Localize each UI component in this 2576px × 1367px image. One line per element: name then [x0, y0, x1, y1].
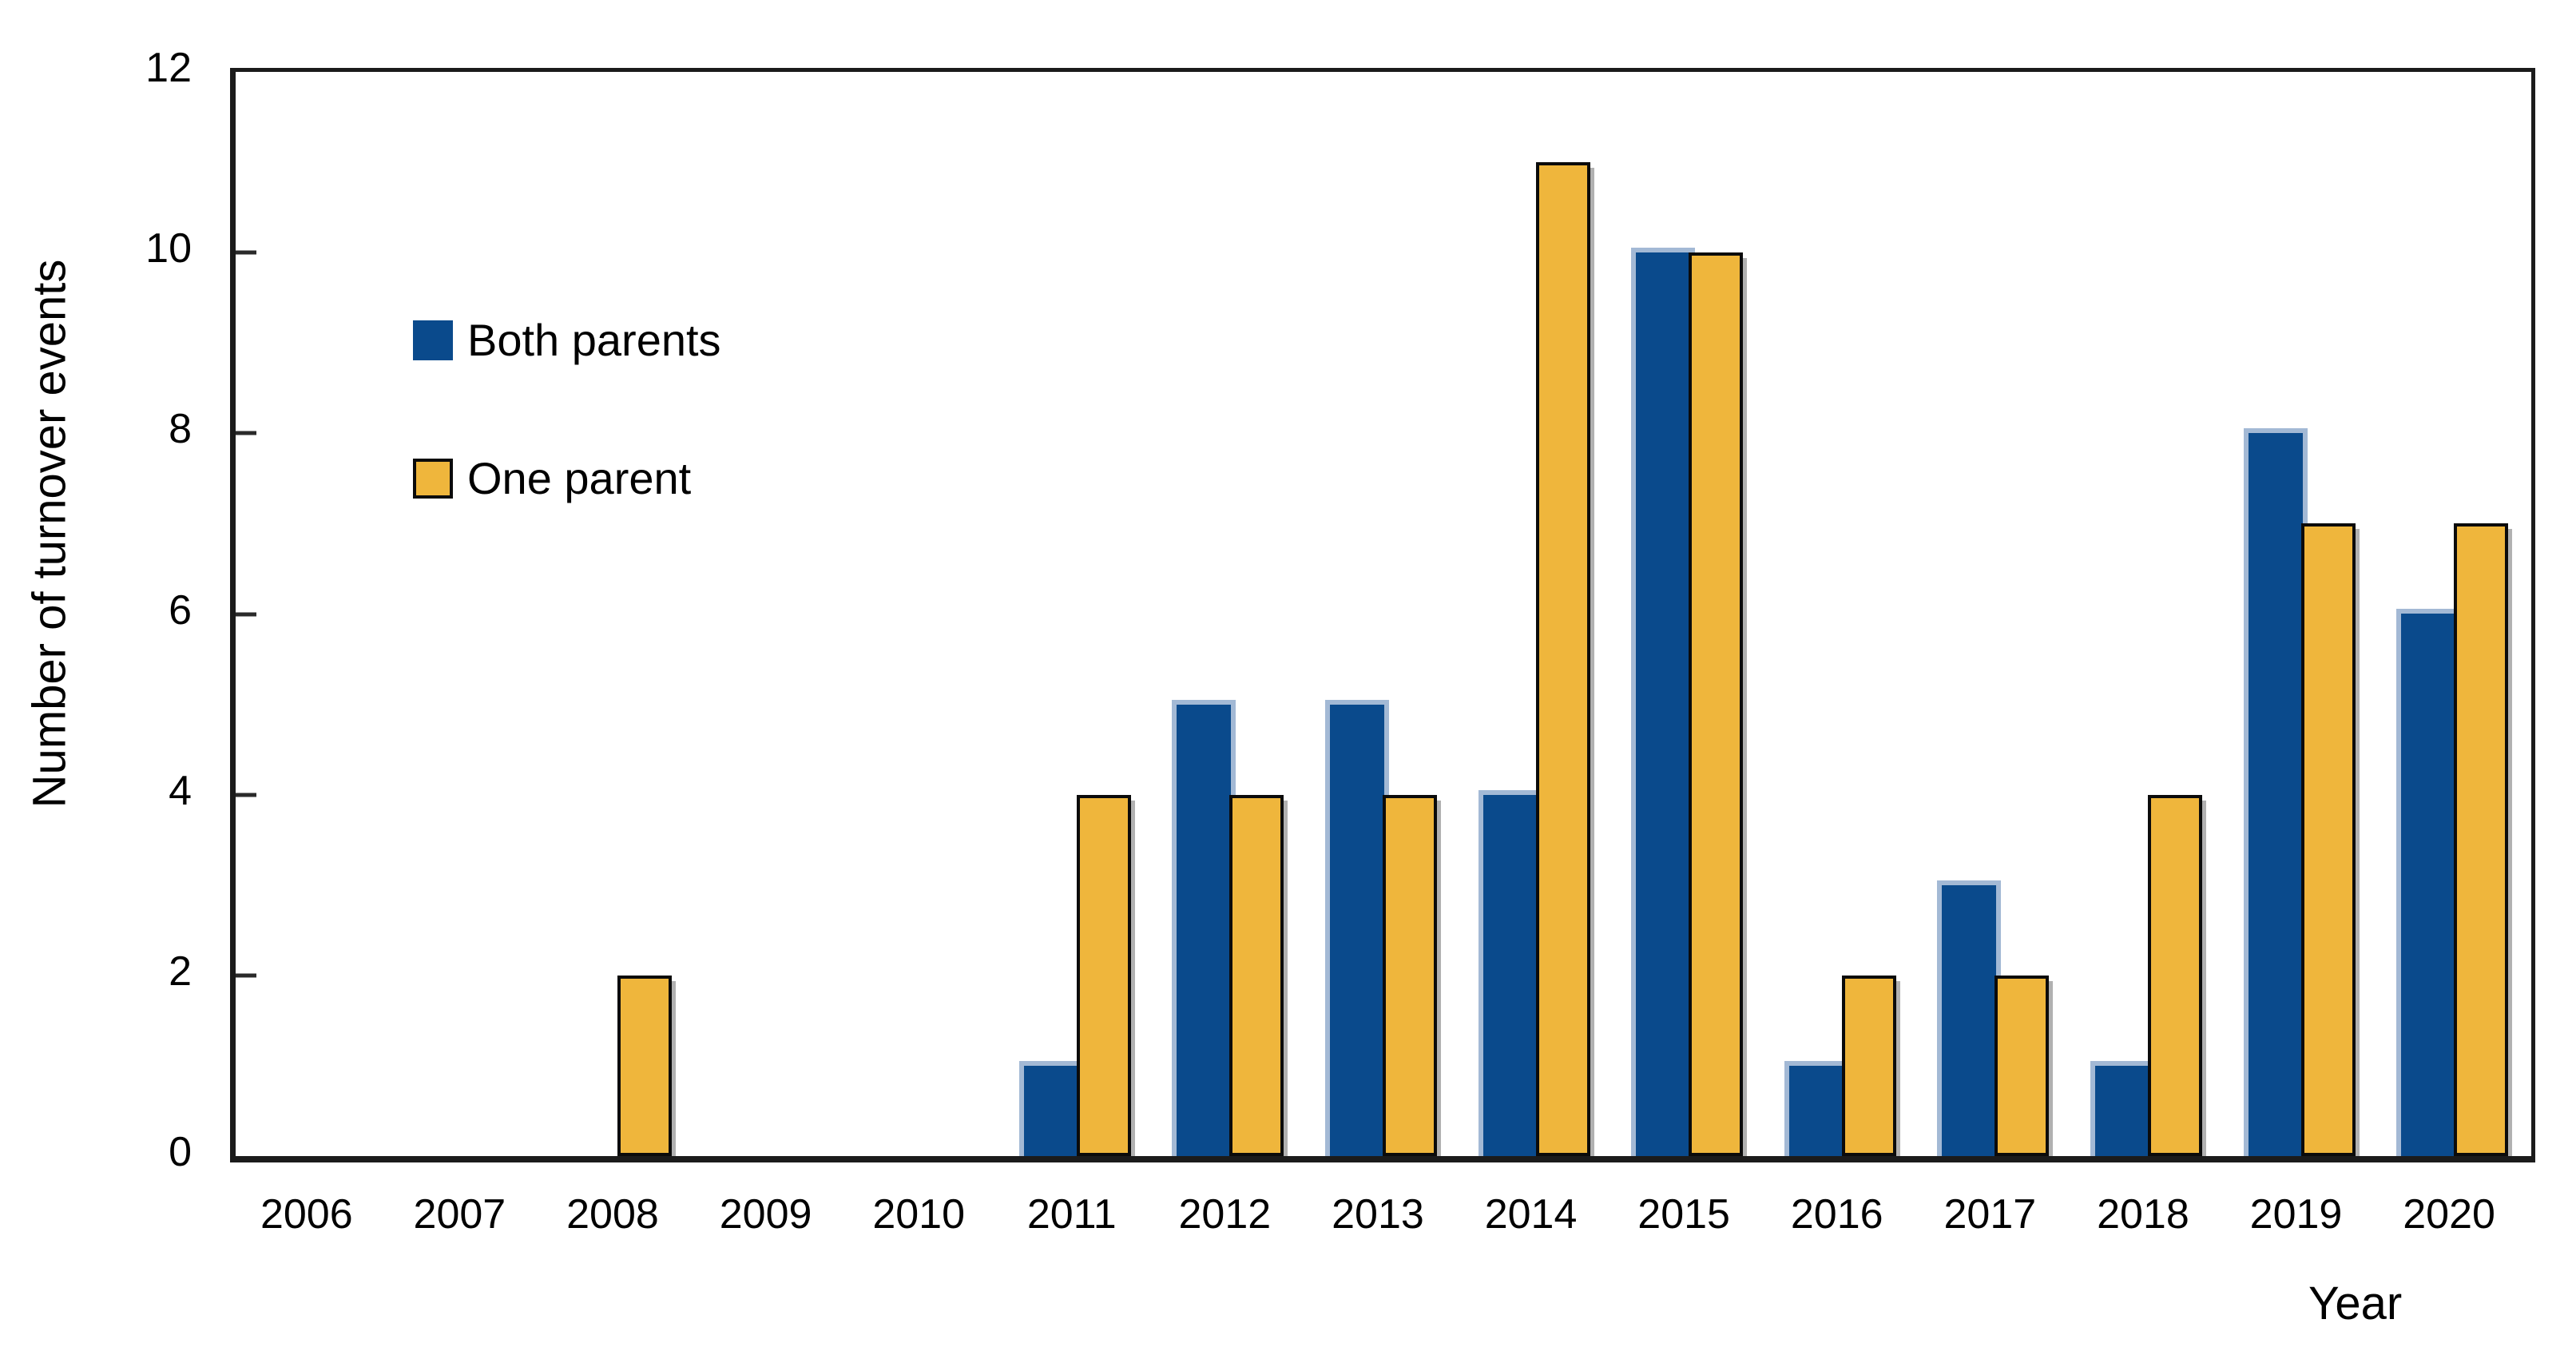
bar-group-2008	[542, 72, 695, 1156]
bar-group-2012	[1154, 72, 1308, 1156]
bar-group-2007	[389, 72, 542, 1156]
bar-group-2017	[1919, 72, 2073, 1156]
bar-group-2010	[847, 72, 1001, 1156]
y-tick-mark-4	[236, 793, 256, 797]
legend-label-one-parent: One parent	[467, 453, 692, 503]
y-tick-label-12: 12	[145, 45, 192, 91]
y-tick-mark-8	[236, 431, 256, 435]
x-tick-label-2009: 2009	[719, 1191, 812, 1238]
y-tick-label-8: 8	[169, 406, 192, 453]
legend-swatch-one-parent	[413, 459, 453, 499]
bar-one-parent-2012	[1229, 795, 1284, 1156]
x-axis-title: Year	[2308, 1278, 2403, 1329]
x-tick-label-2020: 2020	[2403, 1191, 2495, 1238]
y-tick-label-10: 10	[145, 225, 192, 272]
bar-one-parent-2019	[2300, 523, 2356, 1156]
bar-one-parent-2011	[1076, 795, 1131, 1156]
bar-group-2016	[1766, 72, 1919, 1156]
bar-both-parents-2020	[2401, 614, 2456, 1156]
bar-both-parents-2018	[2094, 1066, 2149, 1156]
bar-both-parents-2015	[1636, 252, 1691, 1156]
bar-group-2009	[695, 72, 848, 1156]
bar-both-parents-2017	[1942, 885, 1997, 1156]
x-tick-label-2007: 2007	[413, 1191, 506, 1238]
legend-label-both-parents: Both parents	[467, 315, 721, 365]
y-tick-mark-2	[236, 973, 256, 978]
bar-one-parent-2014	[1535, 162, 1590, 1156]
x-tick-label-2006: 2006	[260, 1191, 353, 1238]
bar-group-2018	[2072, 72, 2225, 1156]
bar-one-parent-2018	[2147, 795, 2202, 1156]
y-tick-label-2: 2	[169, 948, 192, 995]
bar-one-parent-2016	[1841, 976, 1896, 1156]
x-tick-label-2012: 2012	[1178, 1191, 1272, 1238]
y-tick-mark-10	[236, 250, 256, 255]
x-tick-label-2015: 2015	[1637, 1191, 1730, 1238]
bar-both-parents-2016	[1788, 1066, 1844, 1156]
y-tick-label-4: 4	[169, 767, 192, 814]
y-tick-label-6: 6	[169, 586, 192, 634]
x-tick-label-2013: 2013	[1332, 1191, 1424, 1238]
bar-both-parents-2013	[1329, 705, 1384, 1156]
bar-group-2011	[1001, 72, 1154, 1156]
x-tick-label-2019: 2019	[2249, 1191, 2343, 1238]
bar-both-parents-2019	[2248, 433, 2303, 1156]
bars-container	[236, 72, 2531, 1156]
legend-item-both-parents: Both parents	[413, 318, 721, 363]
x-tick-label-2011: 2011	[1026, 1191, 1117, 1238]
x-axis-line	[230, 1156, 2535, 1162]
x-tick-label-2008: 2008	[566, 1191, 659, 1238]
x-tick-label-2017: 2017	[1943, 1191, 2037, 1238]
bar-group-2020	[2378, 72, 2531, 1156]
bar-group-2019	[2225, 72, 2379, 1156]
bar-one-parent-2017	[1995, 976, 2050, 1156]
bar-group-2015	[1613, 72, 1766, 1156]
bar-group-2006	[236, 72, 389, 1156]
bar-both-parents-2011	[1023, 1066, 1078, 1156]
bar-one-parent-2008	[617, 976, 672, 1156]
legend-swatch-both-parents	[413, 320, 453, 360]
y-axis-title: Number of turnover events	[23, 259, 76, 809]
plot-area: Both parents One parent	[230, 68, 2535, 1162]
y-tick-label-0: 0	[169, 1129, 192, 1175]
bar-both-parents-2014	[1482, 795, 1538, 1156]
x-tick-label-2014: 2014	[1484, 1191, 1578, 1238]
x-tick-label-2010: 2010	[872, 1191, 966, 1238]
bar-group-2014	[1460, 72, 1613, 1156]
x-tick-label-2018: 2018	[2097, 1191, 2189, 1238]
x-tick-label-2016: 2016	[1790, 1191, 1883, 1238]
bar-group-2013	[1307, 72, 1460, 1156]
bar-one-parent-2015	[1689, 252, 1744, 1156]
x-axis-tick-labels: 2006 2007 2008 2009 2010 2011 2012 2013 2014 2015…	[230, 1192, 2526, 1237]
legend: Both parents One parent	[413, 318, 721, 501]
legend-item-one-parent: One parent	[413, 456, 721, 501]
bar-one-parent-2020	[2454, 523, 2509, 1156]
bar-both-parents-2012	[1177, 705, 1232, 1156]
bar-one-parent-2013	[1382, 795, 1437, 1156]
y-tick-mark-6	[236, 612, 256, 616]
